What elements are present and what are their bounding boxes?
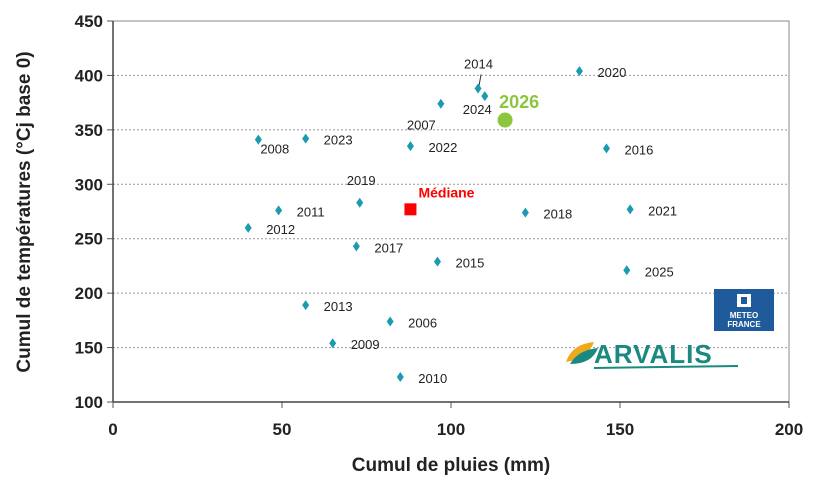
y-tick-label: 300 xyxy=(75,175,103,194)
data-point-2024 xyxy=(481,91,489,102)
data-point-2017 xyxy=(352,241,360,252)
data-point-2015 xyxy=(433,256,441,267)
x-tick-label: 200 xyxy=(775,420,803,439)
point-label-2010: 2010 xyxy=(418,371,447,386)
point-label-2014: 2014 xyxy=(464,56,493,71)
data-point-2009 xyxy=(329,338,337,349)
point-label-2009: 2009 xyxy=(351,337,380,352)
point-label-2013: 2013 xyxy=(324,299,353,314)
y-tick-label: 100 xyxy=(75,393,103,412)
svg-text:FRANCE: FRANCE xyxy=(727,320,761,329)
x-tick-label: 50 xyxy=(273,420,292,439)
x-tick-label: 100 xyxy=(437,420,465,439)
median-label: Médiane xyxy=(418,184,474,200)
point-label-2018: 2018 xyxy=(543,207,572,222)
point-label-2024: 2024 xyxy=(463,102,492,117)
meteo-france-logo: METEO FRANCE xyxy=(714,289,774,331)
data-point-2020 xyxy=(575,66,583,77)
arvalis-logo: ARVALIS xyxy=(566,339,739,369)
data-point-2019 xyxy=(356,197,364,208)
leader-line xyxy=(478,74,482,86)
data-point-2010 xyxy=(396,371,404,382)
point-label-2020: 2020 xyxy=(597,65,626,80)
data-point-2021 xyxy=(626,204,634,215)
y-tick-label: 350 xyxy=(75,121,103,140)
y-tick-label: 150 xyxy=(75,339,103,358)
svg-text:ARVALIS: ARVALIS xyxy=(594,339,713,369)
median-point xyxy=(404,203,417,216)
data-point-2007 xyxy=(437,98,445,109)
y-axis-label: Cumul de températures (°Cj base 0) xyxy=(14,51,35,372)
x-tick-label: 150 xyxy=(606,420,634,439)
data-point-2011 xyxy=(275,205,283,216)
x-tick-label: 0 xyxy=(108,420,117,439)
y-tick-label: 450 xyxy=(75,12,103,31)
point-label-2015: 2015 xyxy=(455,256,484,271)
data-point-2008 xyxy=(254,134,262,145)
point-label-2012: 2012 xyxy=(266,222,295,237)
y-tick-label: 400 xyxy=(75,66,103,85)
x-axis-label: Cumul de pluies (mm) xyxy=(352,455,550,476)
point-label-2019: 2019 xyxy=(347,173,376,188)
point-label-2017: 2017 xyxy=(374,240,403,255)
data-point-2014 xyxy=(474,83,482,94)
point-label-2011: 2011 xyxy=(297,204,325,219)
point-label-2016: 2016 xyxy=(624,142,653,157)
highlight-point xyxy=(497,112,513,128)
data-point-2013 xyxy=(302,300,310,311)
highlight-label: 2026 xyxy=(499,92,539,112)
data-point-2006 xyxy=(386,316,394,327)
point-label-2025: 2025 xyxy=(645,264,674,279)
data-point-2025 xyxy=(623,265,631,276)
data-point-2023 xyxy=(302,133,310,144)
point-label-2007: 2007 xyxy=(407,118,436,133)
data-point-2012 xyxy=(244,222,252,233)
data-point-2018 xyxy=(521,207,529,218)
point-label-2008: 2008 xyxy=(260,142,289,157)
data-point-2016 xyxy=(602,143,610,154)
point-label-2022: 2022 xyxy=(428,140,457,155)
point-label-2021: 2021 xyxy=(648,203,677,218)
data-point-2022 xyxy=(406,141,414,152)
y-tick-label: 200 xyxy=(75,284,103,303)
point-label-2023: 2023 xyxy=(324,133,353,148)
axes: 100 150 200 250 300 350 400 450 0 50 100 150 200 xyxy=(75,12,804,439)
svg-text:METEO: METEO xyxy=(730,311,758,320)
point-label-2006: 2006 xyxy=(408,315,437,330)
y-tick-label: 250 xyxy=(75,230,103,249)
